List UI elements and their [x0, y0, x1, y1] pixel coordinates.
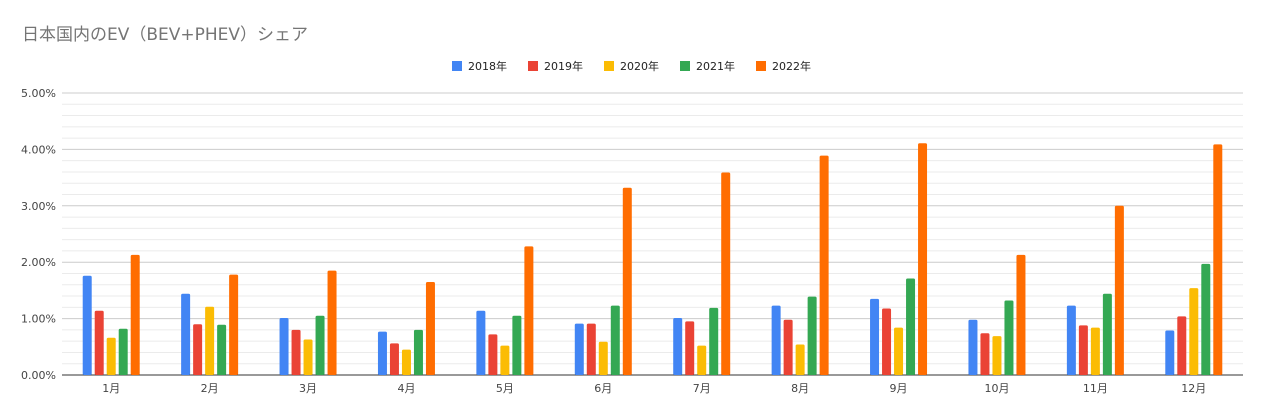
bar-2022年-12月	[1213, 144, 1223, 375]
bar-2020年-12月	[1189, 288, 1199, 375]
legend-swatch	[680, 61, 690, 71]
bar-2020年-7月	[697, 345, 707, 375]
y-tick-label: 3.00%	[21, 200, 56, 213]
bar-2018年-8月	[771, 305, 781, 375]
bar-2020年-8月	[795, 344, 805, 375]
bar-2022年-3月	[327, 270, 337, 375]
bar-2021年-10月	[1004, 300, 1014, 375]
y-tick-label: 1.00%	[21, 313, 56, 326]
bar-2021年-3月	[315, 315, 325, 375]
chart-title: 日本国内のEV（BEV+PHEV）シェア	[22, 25, 309, 45]
bar-2018年-11月	[1066, 305, 1076, 375]
bar-2018年-6月	[574, 323, 584, 375]
x-tick-label: 5月	[496, 382, 514, 395]
bar-2018年-10月	[968, 319, 978, 375]
y-tick-label: 5.00%	[21, 87, 56, 100]
y-axis-ticks: 0.00% 1.00% 2.00% 3.00% 4.00% 5.00%	[21, 87, 56, 382]
bar-2018年-3月	[279, 318, 289, 375]
bar-2022年-2月	[229, 274, 239, 375]
x-tick-label: 11月	[1083, 382, 1108, 395]
x-tick-label: 3月	[299, 382, 317, 395]
bar-2020年-3月	[303, 339, 313, 375]
legend-label: 2019年	[544, 59, 583, 73]
y-tick-label: 0.00%	[21, 369, 56, 382]
bar-2019年-12月	[1177, 316, 1187, 375]
bar-2019年-3月	[291, 329, 301, 375]
x-tick-label: 4月	[397, 382, 415, 395]
x-tick-label: 9月	[890, 382, 908, 395]
bar-2022年-9月	[918, 143, 928, 375]
y-tick-label: 2.00%	[21, 256, 56, 269]
bar-2021年-2月	[217, 324, 227, 375]
bar-2020年-11月	[1090, 327, 1100, 375]
legend: 2018年 2019年 2020年 2021年 2022年	[452, 59, 811, 73]
bar-2021年-6月	[610, 305, 620, 375]
bar-2020年-5月	[500, 345, 510, 375]
x-tick-label: 10月	[984, 382, 1009, 395]
y-tick-label: 4.00%	[21, 143, 56, 156]
bar-2022年-7月	[721, 172, 731, 375]
bar-2022年-10月	[1016, 254, 1026, 375]
bar-2021年-8月	[807, 296, 817, 375]
bar-2021年-7月	[709, 307, 719, 375]
bar-2022年-11月	[1114, 205, 1124, 375]
x-tick-label: 8月	[791, 382, 809, 395]
bar-2018年-7月	[673, 318, 683, 375]
bar-2022年-5月	[524, 246, 534, 375]
gridlines	[62, 92, 1243, 376]
bar-2018年-5月	[476, 310, 486, 375]
bar-2022年-6月	[622, 187, 632, 375]
x-tick-label: 12月	[1181, 382, 1206, 395]
bar-2018年-4月	[377, 331, 387, 375]
legend-label: 2022年	[772, 59, 811, 73]
bar-2019年-2月	[193, 324, 203, 375]
legend-swatch	[604, 61, 614, 71]
bar-2020年-4月	[401, 349, 411, 375]
x-axis-ticks: 1月 2月 3月 4月 5月 6月 7月 8月 9月 10月 11月 12月	[102, 382, 1206, 395]
bar-2021年-4月	[413, 329, 423, 375]
legend-swatch	[528, 61, 538, 71]
bar-2021年-5月	[512, 315, 522, 375]
legend-label: 2018年	[468, 59, 507, 73]
bar-2019年-1月	[94, 310, 104, 375]
bar-2018年-9月	[870, 298, 880, 375]
bar-2019年-6月	[586, 323, 596, 375]
bars	[82, 143, 1223, 375]
bar-2020年-10月	[992, 336, 1002, 375]
bar-2018年-2月	[181, 293, 191, 375]
bar-2019年-7月	[685, 321, 695, 375]
bar-2020年-6月	[598, 341, 608, 375]
legend-swatch	[756, 61, 766, 71]
bar-2021年-9月	[906, 278, 916, 375]
bar-2019年-9月	[882, 308, 892, 375]
x-tick-label: 6月	[594, 382, 612, 395]
bar-2021年-1月	[118, 328, 128, 375]
x-tick-label: 7月	[693, 382, 711, 395]
bar-2020年-9月	[894, 327, 904, 375]
bar-2022年-4月	[425, 281, 435, 375]
x-tick-label: 2月	[201, 382, 219, 395]
bar-2021年-12月	[1201, 263, 1211, 375]
bar-2020年-1月	[106, 337, 116, 375]
bar-2019年-10月	[980, 333, 990, 375]
bar-2021年-11月	[1102, 293, 1112, 375]
bar-2019年-4月	[389, 343, 399, 375]
bar-2019年-5月	[488, 334, 498, 375]
bar-2022年-8月	[819, 155, 829, 375]
bar-2018年-1月	[82, 275, 92, 375]
bar-2020年-2月	[205, 306, 215, 375]
bar-2019年-11月	[1078, 325, 1088, 375]
legend-label: 2021年	[696, 59, 735, 73]
bar-2018年-12月	[1165, 330, 1175, 375]
legend-label: 2020年	[620, 59, 659, 73]
bar-2022年-1月	[130, 254, 140, 375]
bar-2019年-8月	[783, 319, 793, 375]
legend-swatch	[452, 61, 462, 71]
x-tick-label: 1月	[102, 382, 120, 395]
